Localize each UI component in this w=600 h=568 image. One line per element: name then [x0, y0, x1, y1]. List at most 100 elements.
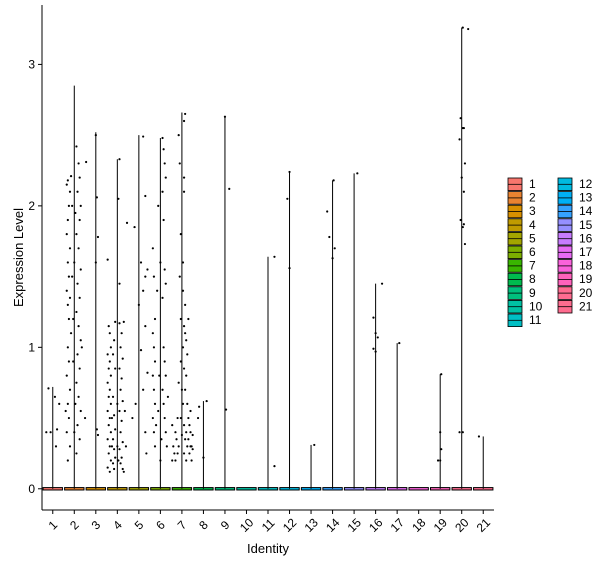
point-6 — [153, 360, 157, 363]
point-7 — [182, 452, 186, 455]
point-7 — [176, 416, 179, 420]
point-11 — [273, 255, 276, 258]
legend-item-12: 12 — [557, 177, 593, 192]
point-6 — [159, 459, 162, 462]
point-7 — [179, 416, 182, 420]
point-7 — [191, 448, 194, 451]
point-7 — [186, 445, 189, 448]
point-2 — [75, 310, 78, 314]
point-7 — [184, 438, 187, 441]
point-4 — [109, 402, 112, 406]
legend-label: 4 — [529, 218, 536, 232]
point-6 — [162, 346, 165, 349]
point-8 — [205, 399, 208, 403]
point-19 — [440, 448, 443, 451]
point-2 — [73, 431, 76, 434]
point-20 — [458, 138, 461, 141]
point-3 — [95, 428, 98, 431]
point-6 — [157, 204, 160, 207]
point-7 — [187, 438, 190, 441]
point-4 — [117, 459, 120, 462]
point-5 — [142, 135, 145, 138]
point-4 — [109, 374, 112, 377]
point-7 — [171, 459, 174, 462]
point-7 — [182, 424, 186, 427]
point-4 — [113, 448, 116, 451]
legend-item-8: 8 — [507, 272, 536, 287]
point-2 — [77, 247, 80, 250]
point-7 — [184, 303, 187, 306]
point-14 — [328, 235, 331, 239]
point-7 — [187, 416, 190, 420]
point-7 — [188, 452, 191, 455]
point-4 — [120, 377, 123, 380]
legend-label: 18 — [579, 259, 593, 273]
point-2 — [68, 247, 72, 250]
point-1 — [47, 387, 50, 390]
legend-label: 20 — [579, 286, 593, 300]
point-20 — [460, 176, 463, 179]
point-2 — [68, 190, 72, 193]
point-4 — [118, 158, 121, 161]
point-4 — [116, 402, 119, 406]
point-6 — [160, 438, 163, 441]
point-2 — [67, 416, 71, 420]
point-20 — [459, 218, 462, 222]
point-6 — [164, 282, 167, 285]
point-20 — [463, 242, 467, 246]
point-7 — [182, 190, 186, 193]
point-4 — [113, 339, 116, 342]
legend-item-15: 15 — [557, 218, 593, 232]
point-5 — [144, 431, 147, 434]
point-7 — [189, 409, 192, 413]
legend-label: 15 — [579, 218, 593, 232]
point-16 — [380, 282, 384, 285]
legend-label: 2 — [529, 191, 536, 205]
point-5 — [137, 303, 140, 306]
point-1 — [55, 428, 59, 431]
legend-item-17: 17 — [557, 245, 593, 260]
point-19 — [436, 459, 440, 462]
point-2 — [85, 160, 88, 164]
point-4 — [114, 456, 117, 459]
point-7 — [186, 353, 189, 356]
legend-label: 16 — [579, 231, 593, 245]
x-tick-label: 1 — [46, 518, 61, 533]
point-7 — [182, 119, 186, 123]
point-4 — [107, 452, 110, 455]
point-4 — [119, 431, 122, 434]
point-group — [45, 26, 481, 473]
legend-item-11: 11 — [507, 313, 542, 328]
point-5 — [133, 225, 136, 229]
point-4 — [108, 388, 111, 391]
point-12 — [288, 267, 291, 270]
legend-label: 5 — [529, 231, 536, 245]
x-tick-label: 11 — [259, 516, 278, 535]
point-6 — [157, 409, 160, 413]
point-6 — [161, 388, 164, 391]
point-6 — [151, 247, 154, 250]
point-4 — [123, 409, 126, 413]
point-7 — [178, 275, 181, 278]
point-1 — [53, 395, 57, 398]
point-2 — [64, 409, 67, 413]
point-6 — [152, 275, 156, 278]
point-5 — [146, 371, 149, 374]
point-2 — [76, 353, 79, 356]
legend-label: 11 — [529, 313, 542, 327]
point-4 — [113, 467, 116, 471]
point-6 — [162, 402, 165, 406]
point-7 — [184, 112, 187, 116]
legend-label: 17 — [579, 245, 593, 259]
point-7 — [186, 402, 189, 406]
point-5 — [144, 194, 147, 198]
point-2 — [79, 268, 82, 271]
point-5 — [139, 261, 143, 264]
point-6 — [161, 136, 164, 140]
point-7 — [184, 388, 187, 391]
point-6 — [162, 148, 165, 151]
point-3 — [96, 235, 100, 239]
point-4 — [121, 399, 124, 403]
